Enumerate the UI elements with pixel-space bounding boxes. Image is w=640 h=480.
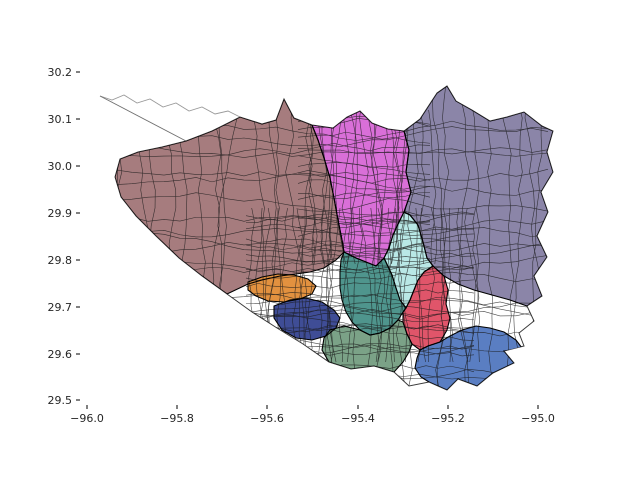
y-tick-label: 29.5 xyxy=(48,394,73,407)
district-southeast-blue xyxy=(415,326,522,390)
district-fills xyxy=(115,86,553,390)
x-tick-label: −95.0 xyxy=(521,412,555,425)
northwest-straight-boundary xyxy=(99,95,187,142)
y-tick-label: 30.2 xyxy=(48,66,73,79)
x-tick-label: −95.8 xyxy=(160,412,194,425)
district-northwest-rosybrown xyxy=(115,99,344,294)
y-tick-label: 29.9 xyxy=(48,207,73,220)
y-tick-label: 30.0 xyxy=(48,160,73,173)
north-river-boundary xyxy=(99,94,241,118)
x-tick-label: −95.2 xyxy=(431,412,465,425)
x-tick-label: −95.6 xyxy=(250,412,284,425)
x-tick-label: −96.0 xyxy=(70,412,104,425)
x-tick-label: −95.4 xyxy=(341,412,375,425)
y-tick-label: 29.6 xyxy=(48,348,73,361)
district-northeast-slate-purple xyxy=(404,86,553,306)
y-tick-label: 29.7 xyxy=(48,301,73,314)
y-tick-label: 29.8 xyxy=(48,254,73,267)
y-tick-label: 30.1 xyxy=(48,113,73,126)
district-borders xyxy=(115,86,553,390)
